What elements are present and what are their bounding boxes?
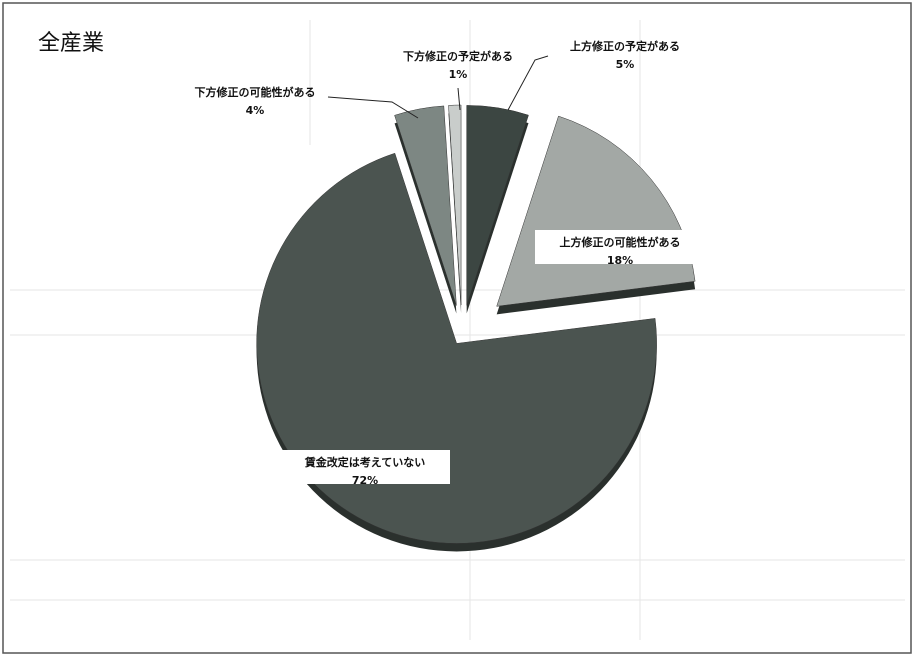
value-label: 1%	[449, 68, 468, 81]
slice-label: 上方修正の可能性がある	[560, 235, 681, 249]
value-label: 4%	[246, 104, 265, 117]
chart-title: 全産業	[38, 31, 104, 56]
label-box	[280, 450, 450, 484]
leader-line	[457, 87, 461, 111]
slice-label: 上方修正の予定がある	[570, 39, 680, 53]
slice	[448, 104, 462, 306]
slice	[256, 152, 657, 544]
value-label: 72%	[352, 474, 378, 487]
slice-label: 賃金改定は考えていない	[304, 455, 425, 469]
labels: 上方修正の予定がある 5% 上方修正の可能性がある 18% 賃金改定は考えていない 72%…	[195, 39, 705, 487]
slice	[466, 105, 529, 306]
value-label: 18%	[607, 254, 633, 267]
leader-line	[327, 96, 419, 119]
slice	[394, 105, 457, 306]
slice-label: 下方修正の予定がある	[403, 49, 513, 63]
label-box	[535, 230, 705, 264]
leader-line	[507, 55, 549, 111]
slice-label: 下方修正の可能性がある	[195, 85, 316, 99]
value-label: 5%	[616, 58, 635, 71]
